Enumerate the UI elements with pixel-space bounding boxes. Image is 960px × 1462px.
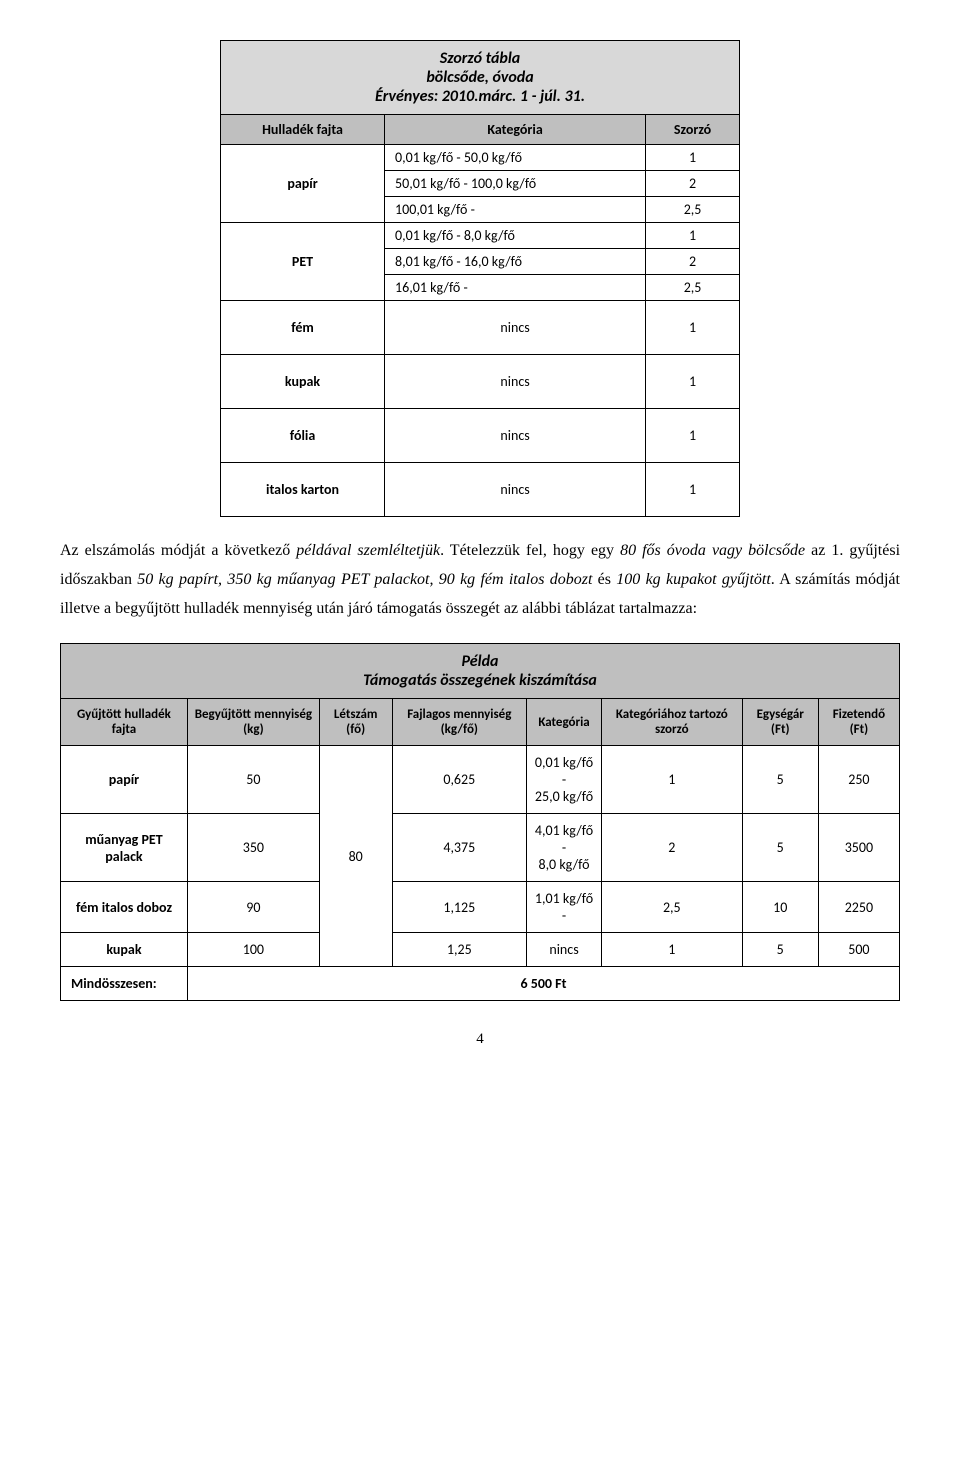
t1-group-pet: PET — [221, 223, 385, 301]
t2-cell: 5 — [742, 814, 818, 882]
t2-cat-l2: 8,0 kg/fő — [538, 856, 589, 873]
t1-cell: 16,01 kg/fő - — [385, 275, 646, 301]
t1-head-col3: Szorzó — [646, 115, 740, 145]
t2-cell: 100 — [187, 933, 319, 967]
t1-cell: 0,01 kg/fő - 8,0 kg/fő — [385, 223, 646, 249]
t1-cell: nincs — [385, 463, 646, 517]
t2-cell: 0,625 — [392, 746, 527, 814]
t2-rowlabel: fém italos doboz — [61, 882, 188, 933]
t1-cell: 1 — [646, 355, 740, 409]
t2-head: Létszám (fő) — [319, 699, 392, 746]
t2-head: Egységár (Ft) — [742, 699, 818, 746]
t1-cell: 2,5 — [646, 197, 740, 223]
t1-cell: 2 — [646, 171, 740, 197]
t1-simple-kupak: kupak — [221, 355, 385, 409]
t2-total-value: 6 500 Ft — [187, 967, 899, 1001]
t2-head: Gyűjtött hulladék fajta — [61, 699, 188, 746]
t2-cell: 50 — [187, 746, 319, 814]
t2-title-l2: Támogatás összegének kiszámítása — [363, 671, 597, 690]
para-italic: példával szemléltetjük — [296, 542, 440, 559]
t1-cell: 2 — [646, 249, 740, 275]
t2-cell: 4,375 — [392, 814, 527, 882]
t2-cell: 2 — [601, 814, 742, 882]
t2-rowlabel: műanyag PET palack — [61, 814, 188, 882]
t2-cat: 1,01 kg/fő - — [527, 882, 602, 933]
t1-title-l2: bölcsőde, óvoda — [426, 68, 533, 87]
t1-cell: nincs — [385, 355, 646, 409]
page-number: 4 — [60, 1031, 900, 1048]
explanation-paragraph: Az elszámolás módját a következő példáva… — [60, 537, 900, 623]
t1-cell: nincs — [385, 301, 646, 355]
t2-cat: 4,01 kg/fő - 8,0 kg/fő — [527, 814, 602, 882]
para-italic: 100 kg kupakot gyűjtött — [616, 571, 771, 588]
t1-cell: 1 — [646, 409, 740, 463]
t2-total-label: Mindösszesen: — [61, 967, 188, 1001]
t2-cell: 5 — [742, 746, 818, 814]
t1-cell: 1 — [646, 301, 740, 355]
t1-head-col1: Hulladék fajta — [221, 115, 385, 145]
t1-cell: 100,01 kg/fő - — [385, 197, 646, 223]
para-text: . Tételezzük fel, hogy egy — [440, 542, 620, 559]
t2-rowlabel: papír — [61, 746, 188, 814]
t2-cell: 5 — [742, 933, 818, 967]
t2-cell: 1,25 — [392, 933, 527, 967]
para-italic: 80 fős óvoda vagy bölcsőde — [620, 542, 805, 559]
multiplier-table: Szorzó tábla bölcsőde, óvoda Érvényes: 2… — [220, 40, 740, 517]
t1-cell: 1 — [646, 463, 740, 517]
t1-title-l3: Érvényes: 2010.márc. 1 - júl. 31. — [375, 87, 585, 106]
t2-cat: 0,01 kg/fő - 25,0 kg/fő — [527, 746, 602, 814]
t2-cell: 500 — [818, 933, 899, 967]
para-text: Az elszámolás módját a következő — [60, 542, 296, 559]
t1-title-l1: Szorzó tábla — [440, 49, 520, 68]
t1-simple-fem: fém — [221, 301, 385, 355]
t2-cell: 1 — [601, 746, 742, 814]
t2-cell: 1,125 — [392, 882, 527, 933]
t1-cell: 0,01 kg/fő - 50,0 kg/fő — [385, 145, 646, 171]
para-italic: 50 kg papírt, 350 kg műanyag PET palacko… — [137, 571, 592, 588]
t2-cell: 2250 — [818, 882, 899, 933]
t2-cat-l1: nincs — [549, 941, 578, 958]
t1-simple-italos: italos karton — [221, 463, 385, 517]
t2-title-l1: Példa — [462, 652, 499, 671]
para-text: és — [592, 571, 616, 588]
t2-cell: 350 — [187, 814, 319, 882]
t1-cell: 2,5 — [646, 275, 740, 301]
t2-cat-l2: 25,0 kg/fő — [535, 788, 593, 805]
t2-head: Begyűjtött mennyiség (kg) — [187, 699, 319, 746]
example-calc-table: Példa Támogatás összegének kiszámítása G… — [60, 643, 900, 1001]
t2-head: Fizetendő (Ft) — [818, 699, 899, 746]
t2-rowlabel: kupak — [61, 933, 188, 967]
t2-letszam: 80 — [319, 746, 392, 967]
t1-cell: nincs — [385, 409, 646, 463]
t1-cell: 50,01 kg/fő - 100,0 kg/fő — [385, 171, 646, 197]
t2-cell: 1 — [601, 933, 742, 967]
t2-head: Kategóriához tartozó szorzó — [601, 699, 742, 746]
t1-cell: 1 — [646, 145, 740, 171]
t2-head: Kategória — [527, 699, 602, 746]
t1-group-papir: papír — [221, 145, 385, 223]
t1-simple-folia: fólia — [221, 409, 385, 463]
t2-cat-l1: 4,01 kg/fő - — [535, 822, 593, 856]
t1-head-col2: Kategória — [385, 115, 646, 145]
t1-cell: 8,01 kg/fő - 16,0 kg/fő — [385, 249, 646, 275]
t2-cell: 3500 — [818, 814, 899, 882]
t2-cell: 90 — [187, 882, 319, 933]
t2-cat-l1: 1,01 kg/fő - — [535, 890, 593, 924]
t2-title: Példa Támogatás összegének kiszámítása — [61, 644, 900, 699]
t2-cat: nincs — [527, 933, 602, 967]
t1-cell: 1 — [646, 223, 740, 249]
t2-cat-l1: 0,01 kg/fő - — [535, 754, 593, 788]
t1-title: Szorzó tábla bölcsőde, óvoda Érvényes: 2… — [221, 41, 740, 115]
t2-cell: 250 — [818, 746, 899, 814]
t2-cell: 10 — [742, 882, 818, 933]
t2-cell: 2,5 — [601, 882, 742, 933]
t2-head: Fajlagos mennyiség (kg/fő) — [392, 699, 527, 746]
